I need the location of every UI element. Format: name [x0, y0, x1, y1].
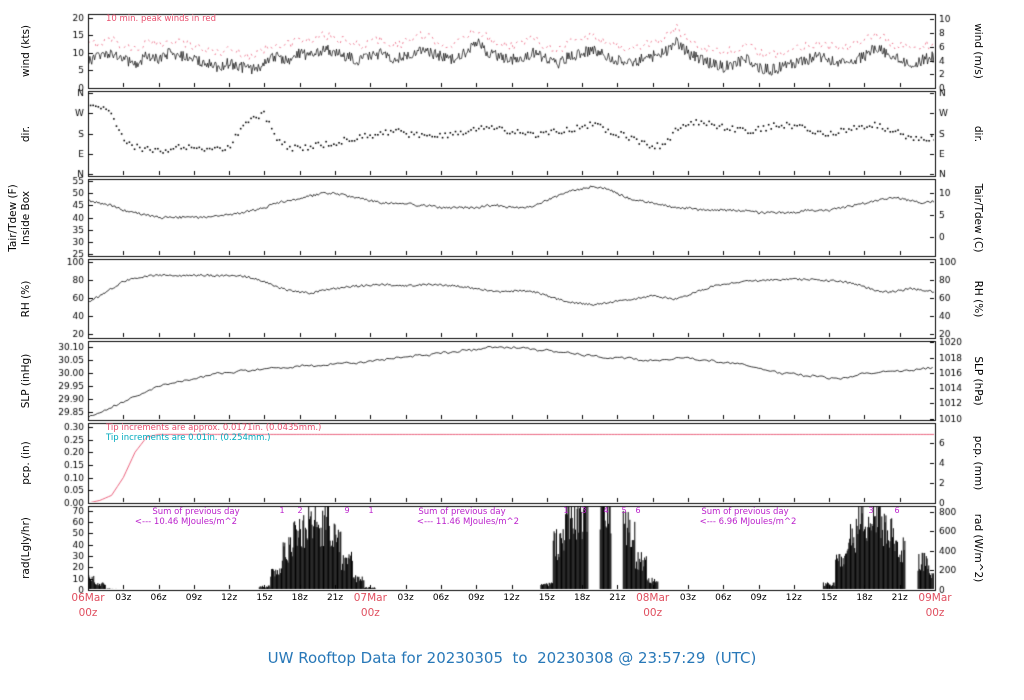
- x-tick-label: 06z: [715, 593, 732, 603]
- rad-sum-note: Sum of previous day: [418, 507, 506, 517]
- x-date-label: 08Mar: [636, 592, 670, 604]
- x-tick-label: 21z: [326, 593, 344, 603]
- x-tick-label: 06z: [150, 593, 167, 603]
- tip-increment-note-red: Tip increments are approx. 0.0171in. (0.…: [106, 423, 322, 433]
- rad-sum-note: Sum of previous day: [701, 507, 789, 517]
- rad-flag-digit: 1: [368, 506, 374, 515]
- x-tick-label: 18z: [856, 593, 873, 603]
- x-tick-label: 18z: [573, 593, 591, 603]
- peak-winds-note: 10 min. peak winds in red: [106, 14, 217, 24]
- x-tick-label: 03z: [115, 593, 132, 603]
- x-date-label: 07Mar: [353, 592, 387, 604]
- y-axis-label-right-rad: rad (W/m^2): [972, 513, 984, 583]
- tip-increment-note-cyan: Tip increments are 0.01in. (0.254mm.): [106, 433, 271, 443]
- x-tick-label: 15z: [538, 593, 555, 603]
- x-tick-label: 09z: [750, 593, 767, 603]
- rad-flag-digit: 1: [563, 506, 569, 515]
- rad-flag-digit: 3: [581, 506, 587, 515]
- chart-title: UW Rooftop Data for 20230305 to 20230308…: [267, 649, 757, 667]
- x-date-z-label: 00z: [78, 607, 98, 619]
- x-date-z-label: 00z: [360, 607, 380, 619]
- x-tick-label: 03z: [679, 593, 697, 603]
- x-date-label: 06Mar: [71, 592, 105, 604]
- x-tick-label: 06z: [432, 593, 449, 603]
- x-tick-label: 21z: [891, 593, 908, 603]
- rad-flag-digit: 4: [603, 506, 609, 515]
- x-tick-label: 18z: [291, 593, 308, 603]
- x-tick-label: 15z: [256, 593, 273, 603]
- rad-flag-digit: 3: [868, 506, 874, 515]
- y-axis-label-left-rad: rad(Lgly/hr): [20, 517, 32, 579]
- x-date-label: 09Mar: [918, 592, 952, 604]
- x-tick-label: 15z: [821, 593, 838, 603]
- x-date-z-label: 00z: [925, 607, 945, 619]
- x-tick-label: 12z: [221, 593, 238, 603]
- rad-sum-value: <--- 10.46 MJoules/m^2: [134, 517, 238, 527]
- rad-sum-value: <--- 11.46 MJoules/m^2: [416, 517, 520, 527]
- x-tick-label: 09z: [468, 593, 485, 603]
- rad-sum-note: Sum of previous day: [152, 507, 240, 517]
- x-tick-label: 09z: [185, 593, 202, 603]
- rad-flag-digit: 6: [894, 506, 900, 515]
- x-tick-label: 12z: [785, 593, 802, 603]
- rad-flag-digit: 6: [635, 506, 641, 515]
- rad-flag-digit: 9: [344, 506, 350, 515]
- rad-flag-digit: 2: [297, 506, 303, 515]
- x-tick-label: 03z: [397, 593, 414, 603]
- rad-sum-value: <--- 6.96 MJoules/m^2: [699, 517, 797, 527]
- x-date-z-label: 00z: [643, 607, 663, 619]
- rad-flag-digit: 5: [621, 506, 627, 515]
- x-tick-label: 21z: [609, 593, 626, 603]
- rad-flag-digit: 1: [279, 506, 285, 515]
- x-tick-label: 12z: [503, 593, 520, 603]
